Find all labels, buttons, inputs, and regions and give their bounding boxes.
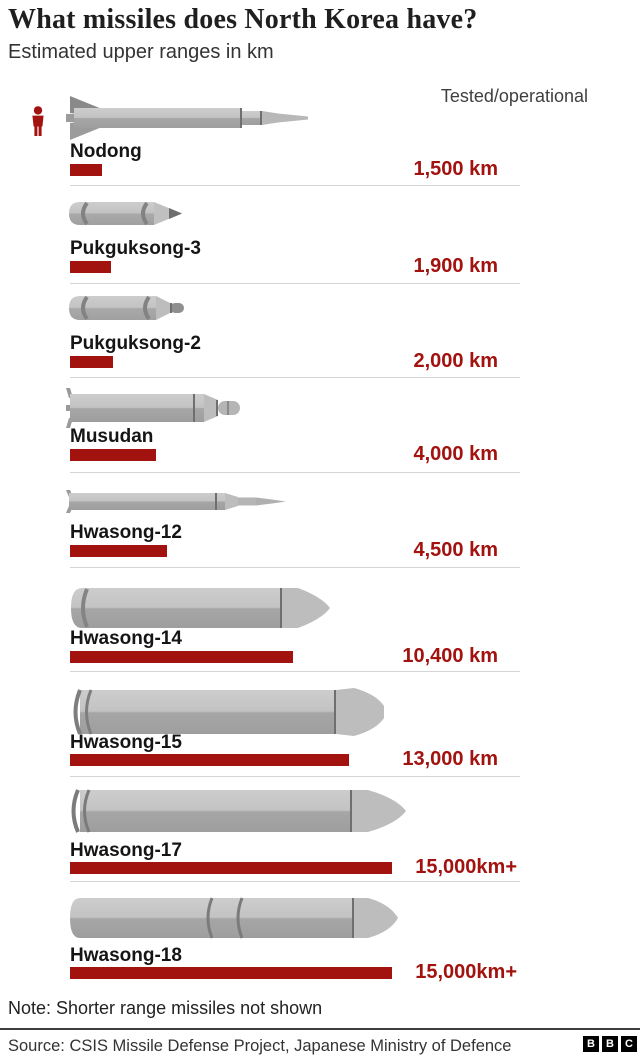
- missile-name: Pukguksong-2: [70, 333, 201, 354]
- missile-illustration-hwasong-17: [66, 789, 410, 833]
- row-divider: [70, 377, 520, 378]
- range-value: 15,000km+: [415, 961, 517, 983]
- row-divider: [70, 671, 520, 672]
- row-divider: [70, 776, 520, 777]
- range-value: 4,000 km: [413, 443, 498, 465]
- missile-illustration-pukguksong-3: [66, 200, 182, 227]
- range-value: 13,000 km: [402, 748, 498, 770]
- page-subtitle: Estimated upper ranges in km: [8, 41, 274, 63]
- footnote: Note: Shorter range missiles not shown: [8, 998, 323, 1018]
- row-divider: [70, 881, 520, 882]
- range-value: 15,000km+: [415, 856, 517, 878]
- value-column-header: Tested/operational: [440, 86, 588, 106]
- missile-illustration-hwasong-12: [66, 489, 286, 514]
- missile-name: Hwasong-17: [70, 840, 182, 861]
- missile-illustration-hwasong-14: [66, 585, 330, 631]
- missile-illustration-nodong: [66, 95, 308, 141]
- range-bar: [70, 967, 392, 979]
- range-bar: [70, 356, 113, 368]
- missile-illustration-musudan: [66, 388, 244, 428]
- row-divider: [70, 185, 520, 186]
- bbc-logo: B B C: [583, 1036, 637, 1052]
- missile-illustration-pukguksong-2: [66, 294, 186, 322]
- range-value: 4,500 km: [413, 539, 498, 561]
- missile-illustration-hwasong-15: [66, 688, 386, 736]
- source-attribution: Source: CSIS Missile Defense Project, Ja…: [8, 1037, 512, 1055]
- missile-name: Nodong: [70, 141, 142, 162]
- missile-name: Pukguksong-3: [70, 238, 201, 259]
- footer-divider: [0, 1028, 640, 1030]
- missile-name: Hwasong-12: [70, 522, 182, 543]
- missile-name: Hwasong-15: [70, 732, 182, 753]
- bbc-logo-letter: B: [602, 1036, 618, 1052]
- range-bar: [70, 545, 167, 557]
- missile-name: Hwasong-14: [70, 628, 182, 649]
- row-divider: [70, 472, 520, 473]
- range-bar: [70, 261, 111, 273]
- row-divider: [70, 567, 520, 568]
- range-bar: [70, 449, 156, 461]
- person-scale-icon: [28, 106, 48, 136]
- bbc-logo-letter: B: [583, 1036, 599, 1052]
- range-bar: [70, 651, 293, 663]
- range-value: 2,000 km: [413, 350, 498, 372]
- range-value: 1,900 km: [413, 255, 498, 277]
- range-bar: [70, 862, 392, 874]
- row-divider: [70, 283, 520, 284]
- range-bar: [70, 754, 349, 766]
- missile-name: Musudan: [70, 426, 154, 447]
- range-value: 10,400 km: [402, 645, 498, 667]
- range-bar: [70, 164, 102, 176]
- bbc-logo-letter: C: [621, 1036, 637, 1052]
- range-value: 1,500 km: [413, 158, 498, 180]
- missile-illustration-hwasong-18: [66, 896, 398, 940]
- missile-name: Hwasong-18: [70, 945, 182, 966]
- page-title: What missiles does North Korea have?: [8, 4, 478, 35]
